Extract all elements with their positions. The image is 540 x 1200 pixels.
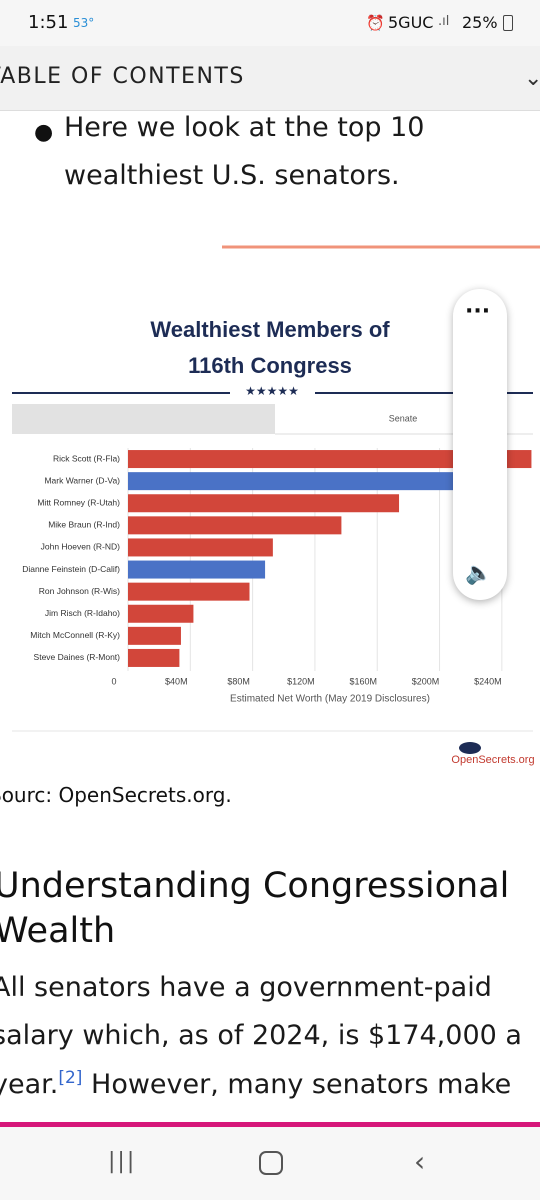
bar xyxy=(128,604,194,623)
chart-image: Wealthiest Members of 116th Congress ★★★… xyxy=(12,245,540,766)
tab-inactive xyxy=(12,404,275,434)
y-tick-label: John Hoeven (R-ND) xyxy=(41,542,121,552)
tab-label: Senate xyxy=(389,413,418,423)
y-tick-label: Rick Scott (R-Fla) xyxy=(53,453,120,463)
nav-bar: ||| ‹ xyxy=(0,1127,540,1200)
y-tick-label: Mitch McConnell (R-Ky) xyxy=(30,630,120,640)
paragraph-line: salary which, as of 2024, is $174,000 a xyxy=(0,1020,522,1051)
toc-label[interactable]: TABLE OF CONTENTS xyxy=(0,64,245,89)
bar xyxy=(128,450,532,469)
more-button[interactable]: ··· xyxy=(465,299,491,324)
bullet-line: wealthiest U.S. senators. xyxy=(64,160,400,191)
logo: OpenSecrets.org xyxy=(451,754,534,766)
toc-chevron[interactable]: ⌄ xyxy=(524,66,540,91)
status-bar: 1:51 53° ⏰ 5GUC .ıl 25% xyxy=(0,0,540,46)
logo-eye xyxy=(459,742,481,754)
citation-link[interactable]: [2] xyxy=(58,1068,83,1088)
y-tick-label: Mark Warner (D-Va) xyxy=(44,475,120,485)
paragraph-line: All senators have a government-paid xyxy=(0,972,492,1003)
x-tick-label: $40M xyxy=(165,676,188,686)
stars: ★★★★★ xyxy=(245,384,299,398)
bullet-line: Here we look at the top 10 xyxy=(64,112,425,143)
paragraph-line: year.[2] However, many senators make xyxy=(0,1068,511,1100)
source: Sourc: OpenSecrets.org. xyxy=(0,783,232,807)
y-tick-label: Mike Braun (R-Ind) xyxy=(48,520,120,530)
x-tick-label: $240M xyxy=(474,676,502,686)
x-tick-label: $80M xyxy=(227,676,250,686)
section-heading: Understanding Congressional xyxy=(0,866,510,906)
toc-bar[interactable]: TABLE OF CONTENTS ⌄ xyxy=(0,46,540,111)
y-tick-label: Ron Johnson (R-Wis) xyxy=(39,586,120,596)
battery-icon xyxy=(503,15,513,31)
bar xyxy=(128,648,180,667)
battery: 25% xyxy=(462,13,498,32)
x-tick-label: $200M xyxy=(412,676,440,686)
x-tick-label: 0 xyxy=(111,676,116,686)
bullet-dot: ● xyxy=(34,120,54,145)
bar xyxy=(128,472,462,491)
recents-button[interactable]: ||| xyxy=(108,1149,137,1174)
bar xyxy=(128,582,250,601)
home-button[interactable] xyxy=(259,1151,283,1175)
bar xyxy=(128,516,342,535)
paragraph-text: However, many senators make xyxy=(91,1069,512,1100)
y-tick-label: Mitt Romney (R-Utah) xyxy=(37,498,120,508)
section-heading: Wealth xyxy=(0,911,116,951)
chart-title: 116th Congress xyxy=(188,353,352,378)
alarm-icon: ⏰ xyxy=(366,14,385,32)
bar xyxy=(128,560,266,579)
y-tick-label: Jim Risch (R-Idaho) xyxy=(45,608,120,618)
network: 5GUC xyxy=(388,13,434,32)
signal-icon: .ıl xyxy=(438,14,450,29)
temperature: 53° xyxy=(73,16,95,30)
back-button[interactable]: ‹ xyxy=(414,1145,426,1178)
bar xyxy=(128,494,400,513)
x-tick-label: $120M xyxy=(287,676,315,686)
y-tick-label: Dianne Feinstein (D-Calif) xyxy=(22,564,120,574)
progress-bar xyxy=(0,1122,540,1127)
bar xyxy=(128,538,273,557)
bar xyxy=(128,626,181,645)
clock: 1:51 xyxy=(28,12,69,33)
y-tick-label: Steve Daines (R-Mont) xyxy=(34,652,121,662)
speaker-button[interactable]: 🔈 xyxy=(465,561,493,586)
floating-toolbar: ··· 🔈 xyxy=(453,289,507,600)
chart-title: Wealthiest Members of xyxy=(150,317,390,342)
paragraph-text: year. xyxy=(0,1069,59,1100)
x-tick-label: $160M xyxy=(349,676,377,686)
x-axis-label: Estimated Net Worth (May 2019 Disclosure… xyxy=(230,694,430,705)
